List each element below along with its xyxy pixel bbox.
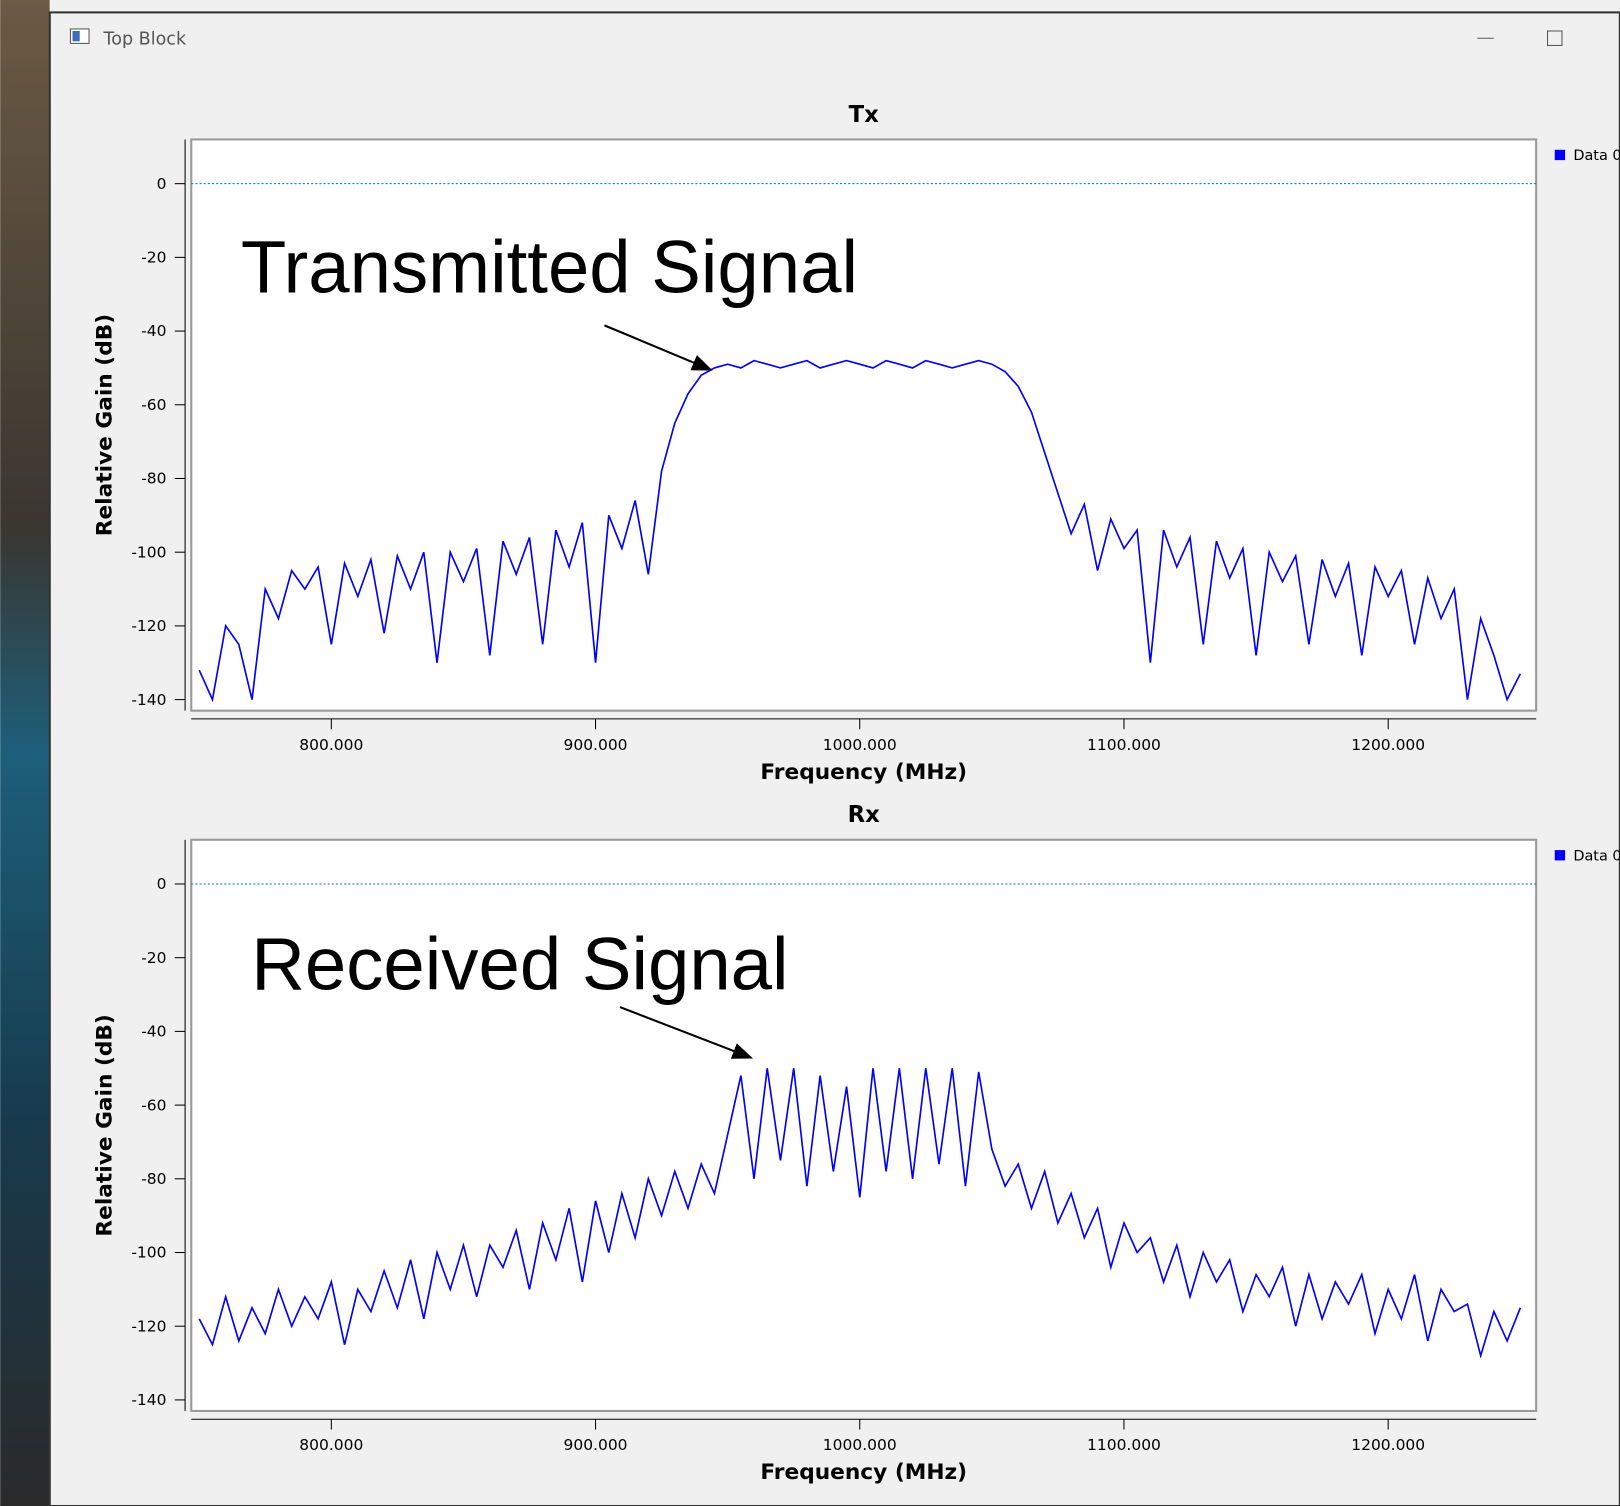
y-tick-label: -20: [141, 249, 166, 267]
legend-swatch: [1554, 149, 1566, 161]
y-tick-label: 0: [157, 175, 167, 193]
window-title: Top Block: [102, 29, 186, 49]
x-tick-label: 1200.000: [1351, 736, 1425, 754]
y-tick-label: 0: [157, 875, 167, 893]
y-axis-label: Relative Gain (dB): [93, 1014, 118, 1236]
y-tick-label: -140: [131, 691, 166, 709]
maximize-button[interactable]: [1546, 30, 1563, 46]
background-photo: [0, 0, 50, 1506]
data-line: [198, 359, 1522, 703]
y-tick-label: -140: [131, 1391, 166, 1409]
legend-label: Data 0: [1573, 148, 1620, 164]
x-tick-label: 900.000: [564, 1436, 628, 1454]
plot-area: [190, 838, 1538, 1413]
annotation-arrow: [619, 1006, 754, 1059]
y-tick-label: -100: [131, 543, 166, 561]
y-axis-label: Relative Gain (dB): [93, 314, 118, 536]
legend-swatch: [1554, 850, 1566, 861]
x-tick-label: 1100.000: [1087, 736, 1161, 754]
y-tick-label: -120: [131, 1317, 166, 1335]
plot-area: [190, 138, 1538, 712]
x-tick-label: 1200.000: [1351, 1436, 1425, 1454]
annotation-arrow: [604, 324, 713, 371]
window-icon-fill: [72, 30, 80, 42]
y-tick-label: -100: [131, 1244, 166, 1262]
x-axis-label: Frequency (MHz): [760, 760, 967, 785]
chart-title: Rx: [848, 802, 880, 828]
y-tick-label: -120: [131, 617, 166, 635]
annotation: Transmitted Signal: [241, 225, 858, 308]
data-line: [198, 1068, 1522, 1359]
x-tick-label: 1000.000: [823, 1436, 897, 1454]
annotation: Received Signal: [251, 923, 788, 1006]
x-tick-label: 800.000: [299, 736, 363, 754]
y-tick-label: -40: [141, 1023, 166, 1041]
y-tick-label: -40: [141, 322, 166, 340]
y-tick-label: -60: [141, 396, 166, 414]
x-tick-label: 1100.000: [1087, 1436, 1161, 1454]
y-tick-label: -80: [141, 470, 166, 488]
x-tick-label: 1000.000: [823, 736, 897, 754]
y-tick-label: -60: [141, 1096, 166, 1114]
x-tick-label: 800.000: [299, 1436, 363, 1454]
legend-label: Data 0: [1573, 848, 1620, 864]
x-axis-label: Frequency (MHz): [760, 1460, 967, 1485]
y-tick-label: -80: [141, 1170, 166, 1188]
y-tick-label: -20: [141, 949, 166, 967]
chart-title: Tx: [849, 102, 879, 128]
x-tick-label: 900.000: [564, 736, 628, 754]
